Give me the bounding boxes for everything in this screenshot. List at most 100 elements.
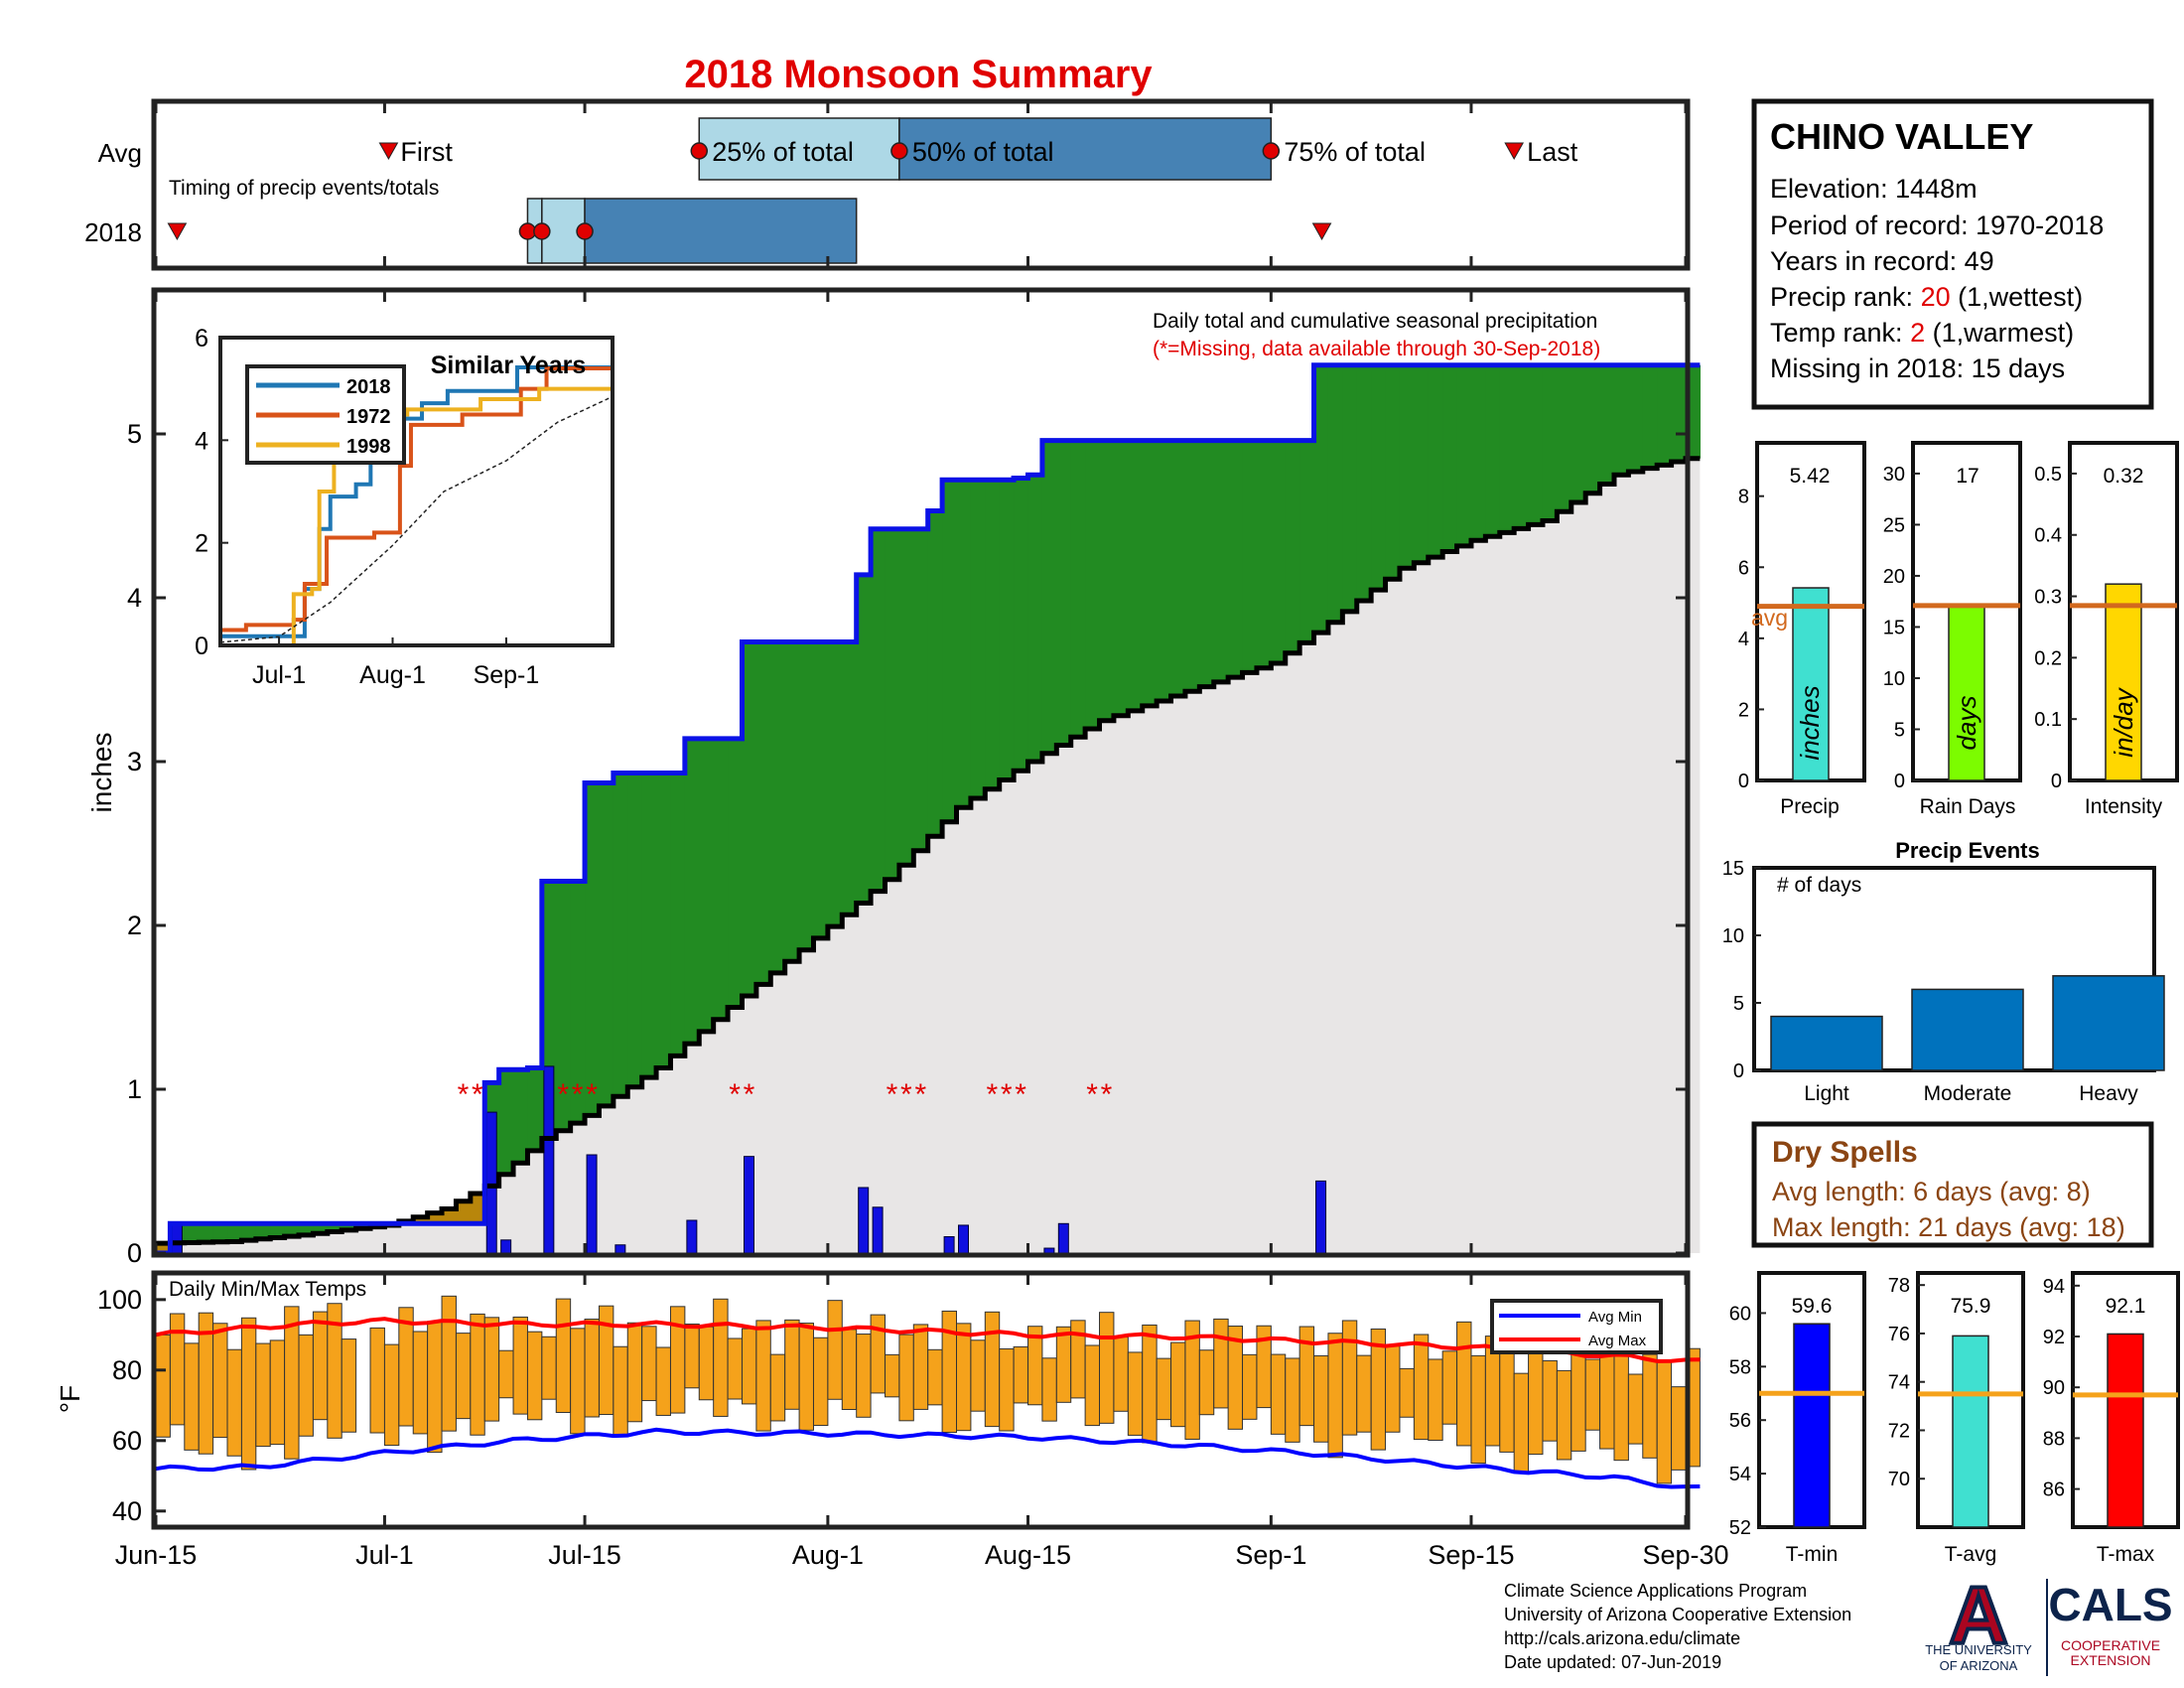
footer-credits: Climate Science Applications Program Uni… xyxy=(1504,1581,1851,1672)
surplus-segment xyxy=(871,528,887,892)
surplus-segment xyxy=(999,480,1015,780)
cals-logo-text: CALS xyxy=(2048,1579,2172,1630)
surplus-segment xyxy=(1113,440,1129,716)
tmin-value-label: 59.6 xyxy=(1792,1295,1833,1318)
daily-temp-bar xyxy=(827,1300,843,1400)
inset-x-tick-label: Jul-1 xyxy=(252,661,306,689)
summary-y-tick-label: 0.2 xyxy=(2034,647,2062,669)
temp-summary-y-tick-label: 88 xyxy=(2043,1428,2065,1450)
daily-temp-bar xyxy=(684,1323,700,1389)
surplus-segment xyxy=(1085,440,1101,729)
daily-precip-bar xyxy=(586,1154,598,1254)
summary-y-tick-label: 25 xyxy=(1883,514,1905,536)
temp-summary-y-tick-label: 92 xyxy=(2043,1327,2065,1348)
surplus-segment xyxy=(270,1223,286,1238)
surplus-segment xyxy=(199,1223,214,1243)
surplus-segment xyxy=(585,782,601,1116)
daily-temp-bar xyxy=(1627,1373,1644,1445)
daily-temp-bar xyxy=(341,1338,357,1433)
daily-temp-bar xyxy=(226,1348,242,1457)
surplus-segment xyxy=(1642,364,1658,469)
daily-precip-bar xyxy=(171,1222,183,1254)
surplus-segment xyxy=(570,881,586,1124)
events-y-tick-label: 5 xyxy=(1733,993,1744,1015)
daily-temp-bar xyxy=(512,1316,528,1415)
summary-value-bar xyxy=(2105,583,2142,781)
x-tick-label: Sep-1 xyxy=(1235,1540,1306,1570)
missing-day-marker: * xyxy=(572,1078,584,1111)
station-precip-rank: Precip rank: 20 (1,wettest) xyxy=(1770,282,2083,312)
daily-temp-bar xyxy=(212,1323,228,1439)
summary-y-tick-label: 30 xyxy=(1883,464,1905,486)
avg-min-line xyxy=(155,1427,1701,1489)
daily-temp-bar xyxy=(498,1349,514,1399)
station-elevation: Elevation: 1448m xyxy=(1770,174,1978,204)
daily-temp-bar xyxy=(269,1339,286,1446)
temp-summary-y-tick-label: 54 xyxy=(1729,1464,1751,1485)
daily-precip-bar xyxy=(872,1206,884,1254)
surplus-segment xyxy=(813,641,829,938)
daily-temp-bar xyxy=(1270,1353,1287,1435)
precip-rank-value: 20 xyxy=(1921,282,1951,312)
similar-years-inset: Similar Years 2018 1972 1998 0 2 4 6 Jul-1 Au… xyxy=(195,325,614,689)
surplus-segment xyxy=(699,738,715,1032)
surplus-segment xyxy=(513,1069,529,1164)
daily-temp-bar xyxy=(412,1331,429,1435)
daily-temp-bar xyxy=(927,1348,943,1406)
surplus-segment xyxy=(341,1223,357,1230)
deficit-segment xyxy=(156,1243,172,1253)
daily-temp-bar xyxy=(312,1311,329,1421)
surplus-segment xyxy=(670,773,686,1056)
missing-day-marker: * xyxy=(986,1078,998,1111)
daily-temp-bar xyxy=(1242,1353,1258,1420)
surplus-segment xyxy=(728,738,744,1008)
daily-temp-bar xyxy=(713,1298,729,1417)
surplus-segment xyxy=(1299,440,1315,643)
surplus-segment xyxy=(1470,364,1486,541)
daily-temp-bar xyxy=(1385,1345,1401,1433)
dry-spells-title: Dry Spells xyxy=(1772,1136,1918,1169)
missing-day-marker: * xyxy=(1015,1078,1026,1111)
daily-temp-bar xyxy=(1127,1351,1144,1436)
temp-summary-y-tick-label: 70 xyxy=(1888,1469,1910,1490)
daily-temp-bar xyxy=(1642,1353,1658,1459)
daily-temp-bar xyxy=(741,1328,757,1405)
daily-temp-bar xyxy=(383,1343,400,1447)
daily-temp-bar xyxy=(1356,1354,1372,1433)
footer-line-1: Climate Science Applications Program xyxy=(1504,1581,1807,1601)
y2018-75-marker xyxy=(576,222,594,240)
temps-y-tick-label: 60 xyxy=(112,1426,142,1456)
daily-temp-bar xyxy=(526,1331,543,1421)
deficit-segment xyxy=(413,1216,429,1224)
timing-panel: Avg 2018 Timing of precip events/totals … xyxy=(84,98,1691,271)
temps-y-ticks: 40 60 80 100 xyxy=(97,1285,166,1526)
daily-temp-bar xyxy=(1413,1334,1430,1441)
summary-y-tick-label: 4 xyxy=(1738,629,1749,650)
temps-plot xyxy=(155,1275,1701,1525)
daily-temp-bar xyxy=(584,1319,600,1418)
missing-day-marker: * xyxy=(887,1078,898,1111)
y-tick-label: 4 xyxy=(127,583,142,613)
avg-25-50-box xyxy=(698,117,900,181)
events-y-label: # of days xyxy=(1777,874,1861,897)
daily-temp-bar xyxy=(1142,1324,1158,1444)
surplus-segment xyxy=(1414,364,1430,563)
surplus-segment xyxy=(1485,364,1501,537)
surplus-segment xyxy=(755,641,771,985)
cals-logo: CALS COOPERATIVE EXTENSION xyxy=(2048,1579,2172,1668)
daily-precip-bar xyxy=(1057,1222,1069,1254)
surplus-segment xyxy=(784,641,800,962)
deficit-segment xyxy=(427,1212,443,1224)
daily-temp-bar xyxy=(1456,1321,1472,1447)
seasonal-temp-plot: 52 54 56 58 60 70 72 74 76 78 86 88 90 92 94 xyxy=(1729,1271,2180,1539)
surplus-segment xyxy=(1271,440,1287,663)
surplus-segment xyxy=(1014,478,1029,772)
surplus-segment xyxy=(1142,440,1158,706)
intensity-value-label: 0.32 xyxy=(2104,465,2144,488)
temp-summary-y-tick-label: 94 xyxy=(2043,1276,2065,1298)
summary-y-tick-label: 0.5 xyxy=(2034,464,2062,486)
inset-axis-ticks: 0 2 4 6 Jul-1 Aug-1 Sep-1 xyxy=(195,325,539,689)
daily-temp-bar xyxy=(1584,1358,1601,1431)
event-bar-heavy xyxy=(2052,975,2165,1071)
